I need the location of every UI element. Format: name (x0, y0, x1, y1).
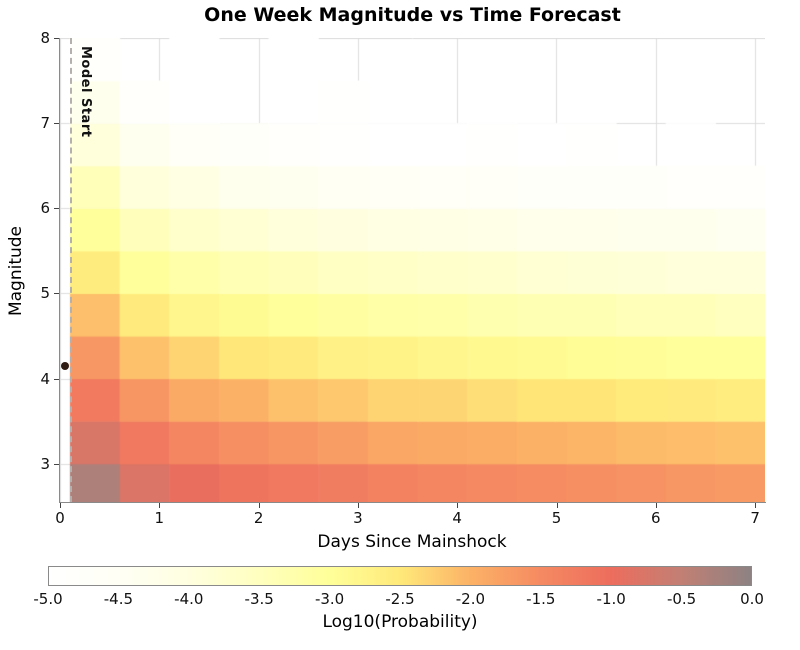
colorbar-tick-label: -1.5 (526, 590, 556, 608)
x-tick-mark (258, 503, 260, 508)
x-axis-tick-label: 6 (651, 509, 661, 527)
y-axis-tick-label: 6 (40, 199, 50, 218)
colorbar-tick-label: -2.0 (455, 590, 486, 608)
x-axis-line (59, 502, 766, 503)
y-axis-tick-label: 8 (40, 29, 50, 47)
colorbar-label: Log10(Probability) (322, 612, 478, 632)
colorbar (48, 566, 752, 586)
model-start-line (69, 38, 72, 502)
x-axis-tick-label: 1 (154, 509, 165, 527)
heatmap-canvas (60, 38, 765, 502)
colorbar-tick-label: -1.0 (596, 590, 626, 608)
x-tick-mark (755, 503, 757, 508)
colorbar-tick-label: -3.0 (314, 590, 345, 608)
x-tick-mark (556, 503, 558, 508)
y-tick-mark (54, 293, 59, 295)
y-axis-tick-label: 5 (40, 284, 50, 303)
colorbar-tick-label: 0.0 (740, 590, 764, 608)
y-tick-mark (54, 208, 59, 210)
plot-area: Model Start (60, 38, 765, 502)
colorbar-gradient (49, 567, 751, 585)
y-tick-mark (54, 378, 59, 380)
x-axis-label: Days Since Mainshock (317, 532, 507, 552)
x-tick-mark (357, 503, 359, 508)
y-tick-mark (54, 38, 59, 39)
x-axis-tick-label: 3 (353, 509, 363, 527)
mainshock-marker (61, 361, 69, 370)
x-tick-mark (60, 503, 61, 508)
y-axis-line (59, 38, 60, 503)
colorbar-tick-label: -5.0 (33, 590, 63, 608)
x-axis-tick-label: 2 (253, 509, 264, 527)
y-axis-label: Magnitude (6, 225, 26, 317)
y-axis-tick-label: 3 (40, 454, 50, 473)
y-axis-tick-label: 7 (40, 114, 50, 133)
x-axis-tick-label: 5 (551, 509, 562, 527)
colorbar-tick-label: -2.5 (385, 590, 415, 608)
colorbar-tick-label: -0.5 (666, 590, 697, 608)
x-axis-tick-label: 0 (55, 509, 65, 527)
y-axis-tick-label: 4 (40, 369, 50, 388)
x-tick-mark (159, 503, 161, 508)
model-start-label: Model Start (77, 46, 93, 138)
x-axis-tick-label: 4 (452, 509, 462, 527)
x-tick-mark (457, 503, 459, 508)
x-axis-tick-label: 7 (750, 509, 760, 527)
colorbar-tick-label: -4.0 (174, 590, 204, 608)
x-tick-mark (655, 503, 657, 508)
colorbar-tick-label: -4.5 (103, 590, 134, 608)
chart-title: One Week Magnitude vs Time Forecast (204, 4, 621, 26)
y-tick-mark (54, 463, 59, 465)
colorbar-tick-label: -3.5 (244, 590, 274, 608)
y-tick-mark (54, 123, 59, 125)
